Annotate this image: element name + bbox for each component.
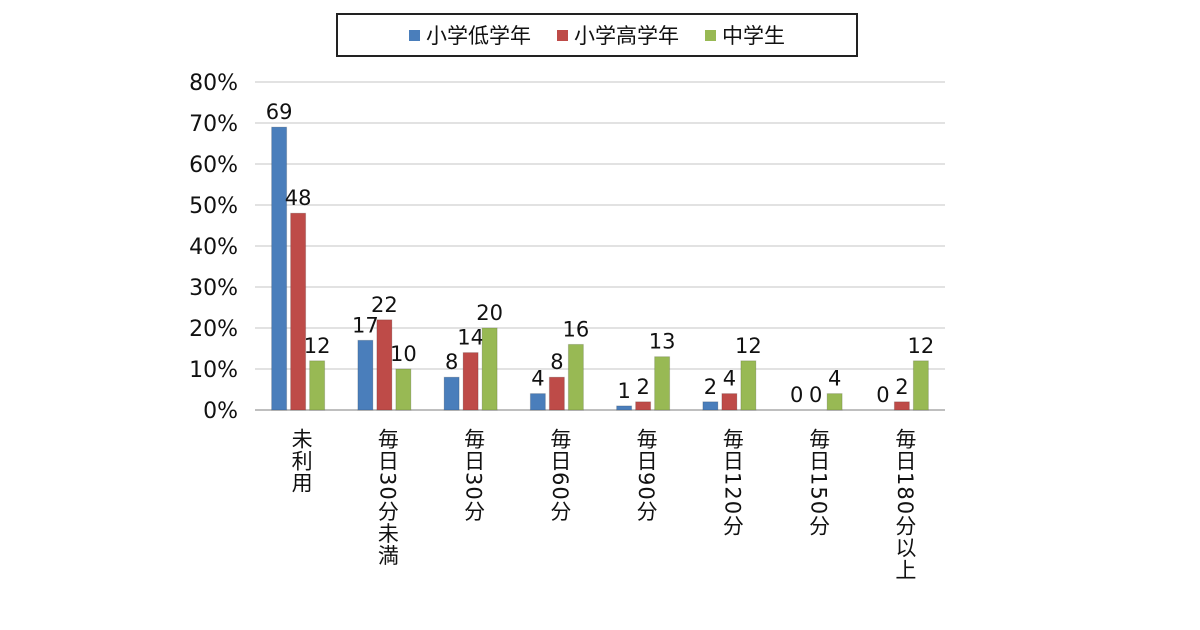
- y-tick-label: 60%: [189, 153, 238, 178]
- bar: [529, 393, 546, 411]
- bar: [271, 126, 288, 411]
- legend-label: 小学高学年: [574, 24, 679, 48]
- legend-label: 中学生: [722, 24, 785, 48]
- bar: [481, 327, 498, 411]
- y-tick-label: 20%: [189, 317, 238, 342]
- x-tick-label: 毎日30分未満: [375, 428, 400, 567]
- bar: [826, 393, 843, 411]
- bar: [443, 376, 460, 411]
- bar: [462, 352, 479, 411]
- legend-item: 小学低学年: [409, 20, 531, 50]
- data-label: 12: [304, 334, 331, 358]
- data-label: 0: [790, 383, 803, 407]
- bar: [290, 212, 307, 411]
- x-tick-label: 毎日60分: [547, 428, 572, 523]
- bar: [740, 360, 757, 411]
- y-tick-label: 10%: [189, 358, 238, 383]
- bar: [395, 368, 412, 411]
- data-label: 1: [617, 379, 630, 403]
- x-tick-label: 毎日30分: [461, 428, 486, 523]
- legend: 小学低学年 小学高学年 中学生: [336, 13, 858, 57]
- data-label: 20: [476, 301, 503, 325]
- bar: [548, 376, 565, 411]
- y-tick-label: 0%: [203, 399, 238, 424]
- data-label: 17: [352, 313, 379, 337]
- x-tick-label: 毎日180分以上: [892, 428, 917, 582]
- data-label: 8: [550, 350, 563, 374]
- data-label: 0: [809, 383, 822, 407]
- legend-swatch: [705, 29, 716, 41]
- data-label: 4: [531, 367, 544, 391]
- y-tick-label: 40%: [189, 235, 238, 260]
- bar: [616, 405, 633, 411]
- bar: [654, 356, 671, 411]
- data-label: 14: [457, 326, 484, 350]
- legend-item: 中学生: [705, 20, 785, 50]
- x-tick-label: 毎日120分: [720, 428, 745, 538]
- y-tick-label: 50%: [189, 194, 238, 219]
- bar: [357, 339, 374, 411]
- bar: [376, 319, 393, 411]
- data-label: 4: [723, 367, 736, 391]
- x-tick-label: 毎日90分: [634, 428, 659, 523]
- data-label: 12: [908, 334, 935, 358]
- data-label: 0: [876, 383, 889, 407]
- x-tick-label: 未利用: [289, 428, 314, 494]
- data-label: 2: [704, 375, 717, 399]
- y-tick-label: 80%: [189, 71, 238, 96]
- data-label: 48: [285, 186, 312, 210]
- data-label: 10: [390, 342, 417, 366]
- bar: [567, 343, 584, 411]
- data-label: 13: [649, 330, 676, 354]
- bar: [912, 360, 929, 411]
- data-label: 22: [371, 293, 398, 317]
- data-label: 16: [563, 317, 590, 341]
- data-label: 8: [445, 350, 458, 374]
- data-label: 4: [828, 367, 841, 391]
- legend-swatch: [557, 29, 568, 41]
- y-tick-label: 30%: [189, 276, 238, 301]
- x-tick-label: 毎日150分: [806, 428, 831, 538]
- y-tick-label: 70%: [189, 112, 238, 137]
- data-label: 2: [895, 375, 908, 399]
- legend-item: 小学高学年: [557, 20, 679, 50]
- bar: [702, 401, 719, 411]
- legend-swatch: [409, 29, 420, 41]
- data-label: 69: [266, 100, 293, 124]
- data-label: 2: [636, 375, 649, 399]
- data-label: 12: [735, 334, 762, 358]
- bar: [721, 393, 738, 411]
- bar: [635, 401, 652, 411]
- legend-label: 小学低学年: [426, 24, 531, 48]
- bar: [309, 360, 326, 411]
- bar: [893, 401, 910, 411]
